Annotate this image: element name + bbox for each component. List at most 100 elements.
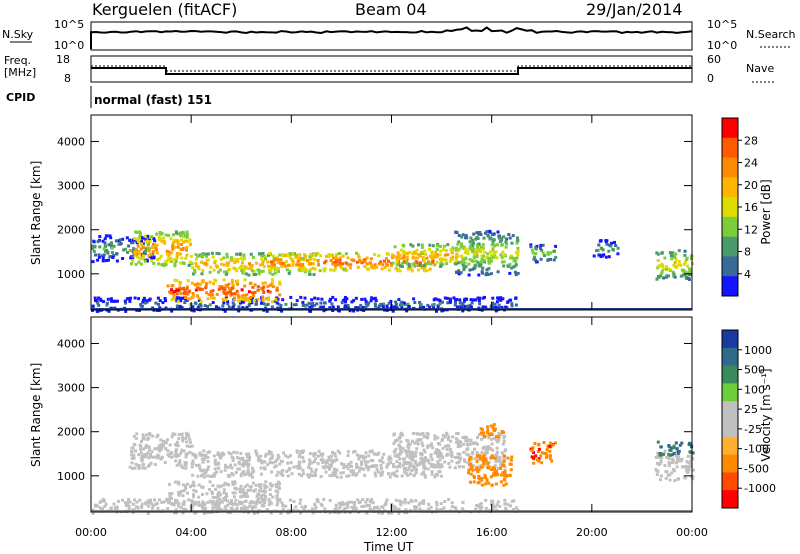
echo-cell [329,268,333,272]
echo-cell [158,449,161,453]
echo-cell [475,236,479,239]
echo-cell [454,260,458,264]
echo-cell [216,484,220,488]
echo-cell [249,488,253,492]
echo-cell [480,257,484,261]
echo-cell [338,256,342,260]
echo-cell [402,461,406,464]
echo-cell [271,285,275,289]
echo-cell [371,464,375,468]
echo-cell [170,284,174,288]
echo-cell [374,452,377,456]
echo-cell [322,305,326,309]
echo-cell [191,473,195,477]
echo-cell [209,290,213,294]
echo-cell [494,435,498,439]
x-axis-ticks: 00:00 04:00 08:00 12:00 16:00 20:00 00:00 [75,115,708,539]
echo-cell [304,268,308,272]
echo-cell [208,270,212,274]
echo-cell [463,251,467,255]
echo-cell [279,511,283,515]
echo-cell [166,284,170,288]
echo-cell [543,452,547,456]
echo-cell [238,490,242,494]
echo-cell [396,253,400,257]
echo-cell [174,259,178,263]
echo-cell [331,253,334,257]
echo-cell [155,243,159,247]
echo-cell [675,450,678,454]
echo-cell [412,455,416,459]
echo-cell [371,501,375,505]
echo-cell [594,249,598,253]
nsearch-tick-top: 10^5 [707,18,737,31]
echo-cell [221,297,225,301]
echo-cell [303,296,307,300]
echo-cell [311,507,314,511]
echo-cell [665,274,669,278]
echo-cell [512,259,516,263]
echo-cell [149,498,152,502]
echo-cell [493,244,497,248]
echo-cell [224,496,227,499]
echo-cell [499,473,503,477]
echo-cell [193,283,197,287]
colorbar-tick-label: -500 [744,462,769,475]
echo-cell [420,250,424,254]
echo-cell [164,447,168,451]
echo-cell [471,452,475,456]
echo-cell [375,265,379,269]
echo-cell [197,495,201,499]
echo-cell [414,454,418,458]
echo-cell [220,500,224,504]
echo-cell [504,245,508,249]
echo-cell [267,503,271,507]
echo-cell [435,309,438,313]
echo-cell [211,293,215,297]
echo-cell [212,282,216,286]
echo-cell [436,436,440,440]
echo-cell [496,270,500,274]
echo-cell [675,465,679,469]
echo-cell [273,263,277,267]
echo-cell [283,264,287,268]
echo-cell [274,297,278,301]
echo-cell [614,244,618,247]
echo-cell [451,435,455,439]
echo-cell [228,268,232,272]
echo-cell [508,262,512,266]
echo-cell [246,488,250,492]
echo-cell [658,452,662,456]
echo-cell [103,241,107,245]
echo-cell [284,302,288,306]
echo-cell [197,299,201,302]
echo-cell [387,268,391,272]
echo-cell [243,492,246,496]
echo-cell [493,505,497,509]
echo-cell [687,468,691,472]
echo-cell [199,304,203,308]
echo-cell [277,456,281,460]
echo-cell [386,463,390,467]
echo-cell [282,451,285,455]
echo-cell [353,501,357,504]
echo-cell [136,240,140,244]
echo-cell [360,505,364,509]
echo-cell [119,242,122,246]
echo-cell [513,264,517,268]
echo-cell [462,442,465,446]
echo-cell [264,452,268,456]
echo-cell [166,252,170,256]
echo-cell [655,461,659,465]
echo-cell [367,465,371,469]
echo-cell [400,500,404,504]
echo-cell [470,242,474,246]
nave-label: Nave [746,62,774,75]
echo-cell [128,238,132,242]
echo-cell [402,457,406,461]
echo-cell [214,487,218,491]
echo-cell [375,505,379,509]
echo-cell [463,297,467,301]
echo-cell [495,503,499,507]
